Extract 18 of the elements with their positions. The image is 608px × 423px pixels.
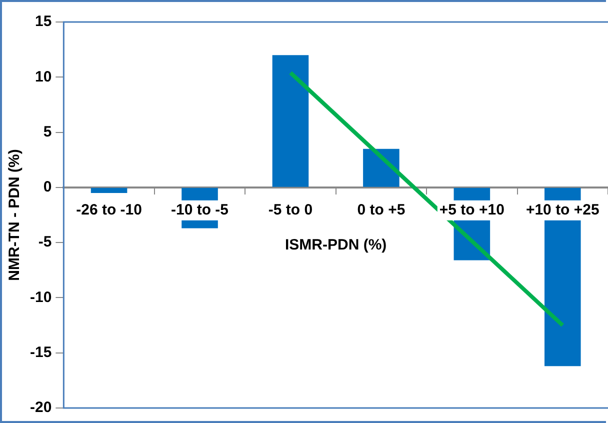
x-tick-label: +5 to +10 — [439, 202, 504, 219]
x-tick-label: -5 to 0 — [268, 202, 313, 219]
x-tick-label: 0 to +5 — [357, 202, 406, 219]
y-tick-label: -15 — [30, 344, 52, 361]
y-tick-label: 15 — [34, 13, 52, 30]
x-tick-label: -10 to -5 — [171, 202, 229, 219]
bar — [90, 188, 128, 193]
x-tick-label: -26 to -10 — [76, 202, 142, 219]
x-axis-title: ISMR-PDN (%) — [285, 236, 387, 254]
y-tick-label: -10 — [30, 288, 52, 306]
y-tick-label: 5 — [43, 123, 52, 140]
y-tick-label: 10 — [34, 68, 52, 86]
x-tick-label: +10 to +25 — [526, 202, 600, 219]
y-tick-label: -5 — [38, 234, 52, 251]
bar — [272, 55, 309, 187]
y-axis-title: NMR-TN - PDN (%) — [6, 149, 24, 281]
y-tick-label: -20 — [30, 399, 52, 416]
y-tick-label: 0 — [43, 178, 52, 196]
